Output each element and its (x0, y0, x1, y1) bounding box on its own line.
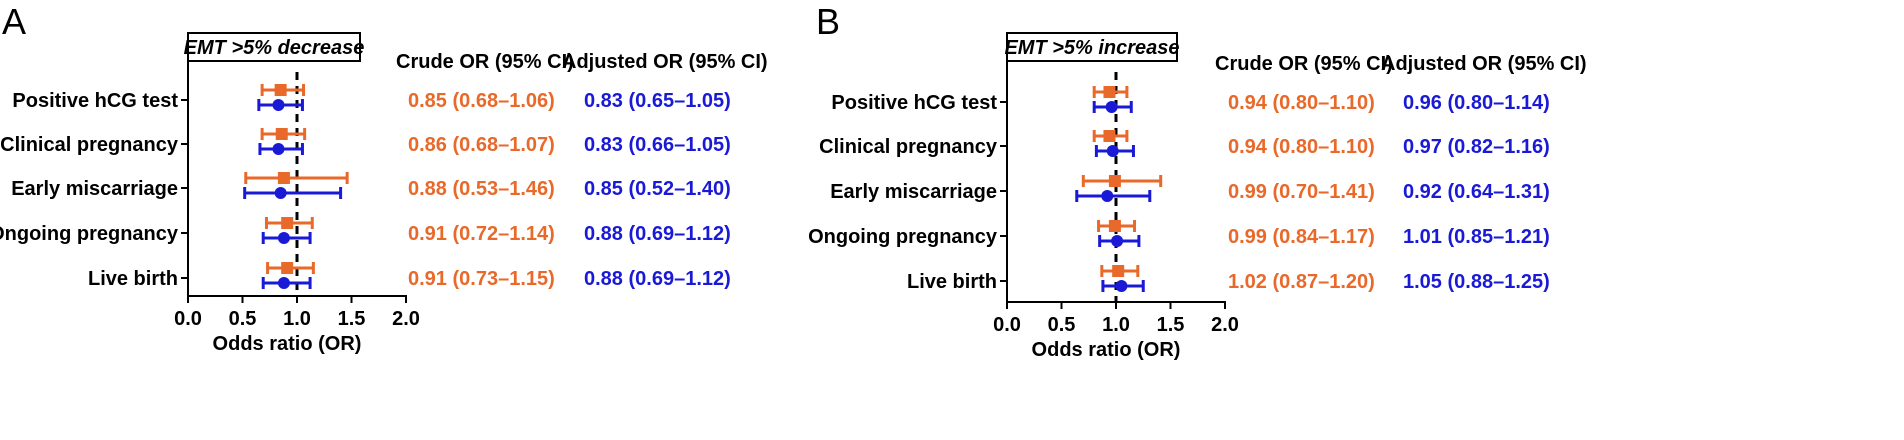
crude-or-value: 0.94 (0.80–1.10) (1228, 136, 1375, 158)
x-tick-label: 1.5 (338, 308, 366, 330)
adjusted-point-marker (1105, 101, 1118, 113)
adjusted-point-marker (277, 232, 290, 244)
crude-column-header: Crude OR (95% CI) (1215, 53, 1393, 75)
adjusted-or-value: 1.01 (0.85–1.21) (1403, 226, 1550, 248)
adjusted-column-header: Adjusted OR (95% CI) (562, 51, 768, 73)
adjusted-or-value: 0.85 (0.52–1.40) (584, 178, 731, 200)
adjusted-point-marker (272, 143, 285, 155)
category-label: Early miscarriage (830, 181, 997, 203)
crude-or-value: 0.99 (0.70–1.41) (1228, 181, 1375, 203)
category-label: Live birth (88, 268, 178, 290)
crude-or-value: 0.91 (0.73–1.15) (408, 268, 555, 290)
x-tick-label: 2.0 (1211, 314, 1239, 336)
category-label: Positive hCG test (831, 92, 997, 114)
adjusted-point-marker (1115, 280, 1128, 292)
category-label: Ongoing pregnancy (808, 226, 998, 248)
crude-or-value: 0.85 (0.68–1.06) (408, 90, 555, 112)
crude-point-marker (1108, 220, 1121, 232)
x-tick-label: 0.0 (993, 314, 1021, 336)
adjusted-point-marker (1101, 190, 1114, 202)
crude-point-marker (281, 262, 294, 274)
category-label: Clinical pregnancy (819, 136, 998, 158)
adjusted-column-header: Adjusted OR (95% CI) (1381, 53, 1587, 75)
category-label: Live birth (907, 271, 997, 293)
subgroup-title: EMT >5% increase (1004, 37, 1179, 59)
crude-or-value: 0.88 (0.53–1.46) (408, 178, 555, 200)
x-tick-label: 0.5 (1048, 314, 1076, 336)
crude-or-value: 0.99 (0.84–1.17) (1228, 226, 1375, 248)
crude-point-marker (1108, 175, 1121, 187)
forest-panel-a: A EMT >5% decrease Crude OR (95% CI)Adjust… (0, 1, 768, 355)
x-tick-label: 0.0 (174, 308, 202, 330)
subgroup-title: EMT >5% decrease (184, 37, 365, 59)
adjusted-or-value: 0.83 (0.65–1.05) (584, 90, 731, 112)
x-tick-label: 1.0 (283, 308, 311, 330)
x-tick-label: 1.5 (1157, 314, 1185, 336)
crude-point-marker (277, 172, 290, 184)
adjusted-point-marker (272, 99, 285, 111)
x-axis-label: Odds ratio (OR) (1032, 339, 1181, 361)
category-label: Early miscarriage (11, 178, 178, 200)
forest-panel-b: B EMT >5% increase Crude OR (95% CI)Adjust… (808, 1, 1586, 361)
crude-column-header: Crude OR (95% CI) (396, 51, 574, 73)
adjusted-or-value: 0.96 (0.80–1.14) (1403, 92, 1550, 114)
crude-point-marker (274, 84, 287, 96)
crude-point-marker (275, 128, 288, 140)
subgroup-title-box (187, 32, 361, 62)
crude-point-marker (1112, 265, 1125, 277)
panel-label: A (2, 1, 26, 42)
adjusted-or-value: 0.88 (0.69–1.12) (584, 268, 731, 290)
subgroup-title-box (1006, 32, 1178, 62)
crude-or-value: 0.86 (0.68–1.07) (408, 134, 555, 156)
adjusted-or-value: 0.88 (0.69–1.12) (584, 223, 731, 245)
adjusted-or-value: 1.05 (0.88–1.25) (1403, 271, 1550, 293)
adjusted-point-marker (1106, 145, 1119, 157)
x-tick-label: 1.0 (1102, 314, 1130, 336)
x-tick-label: 2.0 (392, 308, 420, 330)
category-label: Clinical pregnancy (0, 134, 179, 156)
adjusted-point-marker (1111, 235, 1124, 247)
adjusted-point-marker (274, 187, 287, 199)
crude-or-value: 1.02 (0.87–1.20) (1228, 271, 1375, 293)
category-label: Positive hCG test (12, 90, 178, 112)
category-label: Ongoing pregnancy (0, 223, 179, 245)
crude-point-marker (1103, 130, 1116, 142)
crude-or-value: 0.91 (0.72–1.14) (408, 223, 555, 245)
adjusted-or-value: 0.83 (0.66–1.05) (584, 134, 731, 156)
x-tick-label: 0.5 (229, 308, 257, 330)
adjusted-or-value: 0.97 (0.82–1.16) (1403, 136, 1550, 158)
adjusted-or-value: 0.92 (0.64–1.31) (1403, 181, 1550, 203)
crude-point-marker (281, 217, 294, 229)
crude-or-value: 0.94 (0.80–1.10) (1228, 92, 1375, 114)
panel-label: B (816, 1, 840, 42)
crude-point-marker (1103, 86, 1116, 98)
x-axis-label: Odds ratio (OR) (213, 333, 362, 355)
adjusted-point-marker (277, 277, 290, 289)
